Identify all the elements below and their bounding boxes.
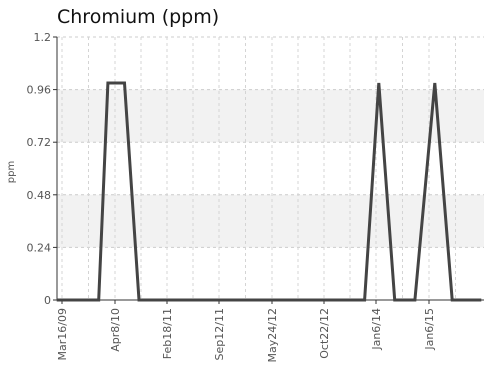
- x-tick-labels: Mar16/09 Apr8/10 Feb18/11 Sep12/11 May24/12 O…: [56, 308, 436, 362]
- series-group: [56, 81, 482, 302]
- x-tick-label: Oct22/12: [318, 308, 331, 359]
- x-tick-label: Jan6/14: [370, 308, 383, 351]
- chart-title: Chromium (ppm): [57, 6, 220, 28]
- alternating-bands: [57, 89, 484, 248]
- y-tick-labels: 0 0.24 0.48 0.72 0.96 1.2: [27, 31, 52, 307]
- x-tick-label: May24/12: [266, 308, 279, 362]
- band-1: [57, 194, 484, 248]
- x-tick-label: Apr8/10: [109, 308, 122, 352]
- y-grid-lines: [57, 36, 484, 248]
- y-tick-label: 0.96: [27, 84, 52, 97]
- y-tick-label: 0.24: [27, 241, 52, 254]
- x-grid-lines: [61, 37, 456, 300]
- x-tick-label: Feb18/11: [161, 308, 174, 359]
- y-axis-label: ppm: [6, 161, 17, 183]
- y-tick-label: 1.2: [34, 31, 52, 44]
- x-tick-label: Mar16/09: [56, 308, 69, 360]
- x-tick-label: Sep12/11: [213, 308, 226, 360]
- band-3: [57, 89, 484, 143]
- y-tick-label: 0.48: [27, 189, 52, 202]
- x-tick-label: Jan6/15: [423, 308, 436, 351]
- y-tick-label: 0: [44, 294, 51, 307]
- y-tick-label: 0.72: [27, 136, 52, 149]
- series-line-0: [56, 81, 482, 302]
